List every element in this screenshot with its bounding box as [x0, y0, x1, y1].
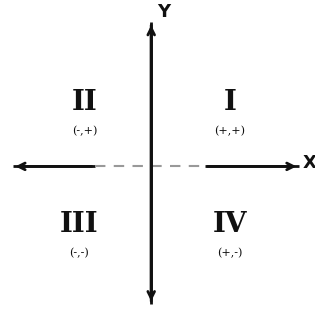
Text: I: I: [224, 89, 236, 116]
Text: Y: Y: [158, 3, 171, 21]
Text: III: III: [60, 211, 98, 237]
Text: (-,+): (-,+): [72, 126, 98, 136]
Text: II: II: [72, 89, 98, 116]
Text: (+,+): (+,+): [215, 126, 245, 136]
Text: IV: IV: [213, 211, 247, 237]
Text: (+,-): (+,-): [217, 248, 243, 258]
Text: X: X: [302, 154, 315, 172]
Text: (-,-): (-,-): [69, 248, 89, 258]
